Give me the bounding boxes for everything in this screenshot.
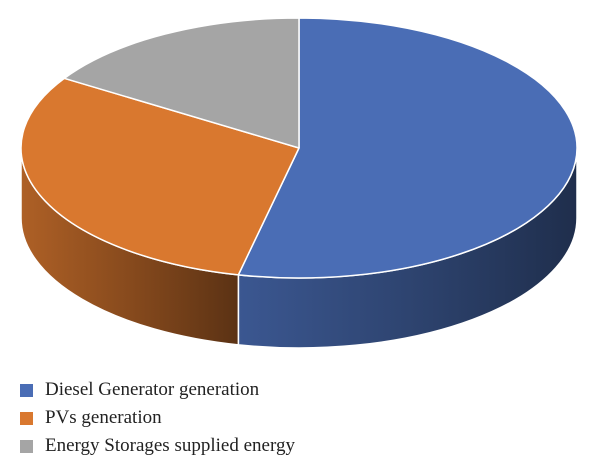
legend-label-storage: Energy Storages supplied energy [45,435,295,456]
pie-chart [20,17,578,349]
legend-item-diesel: Diesel Generator generation [20,376,295,404]
legend-swatch-diesel [20,383,33,397]
pie-tops [20,17,578,279]
pie-slice-diesel [237,17,578,279]
pie-chart-svg [20,17,578,349]
legend-label-diesel: Diesel Generator generation [45,379,260,400]
pie-slice-storage [63,17,300,149]
legend-item-pv: PVs generation [20,404,295,432]
legend-item-storage: Energy Storages supplied energy [20,432,295,460]
legend: Diesel Generator generation PVs generati… [20,376,295,460]
legend-swatch-storage [20,439,33,453]
legend-swatch-pv [20,411,33,425]
legend-label-pv: PVs generation [45,407,162,428]
